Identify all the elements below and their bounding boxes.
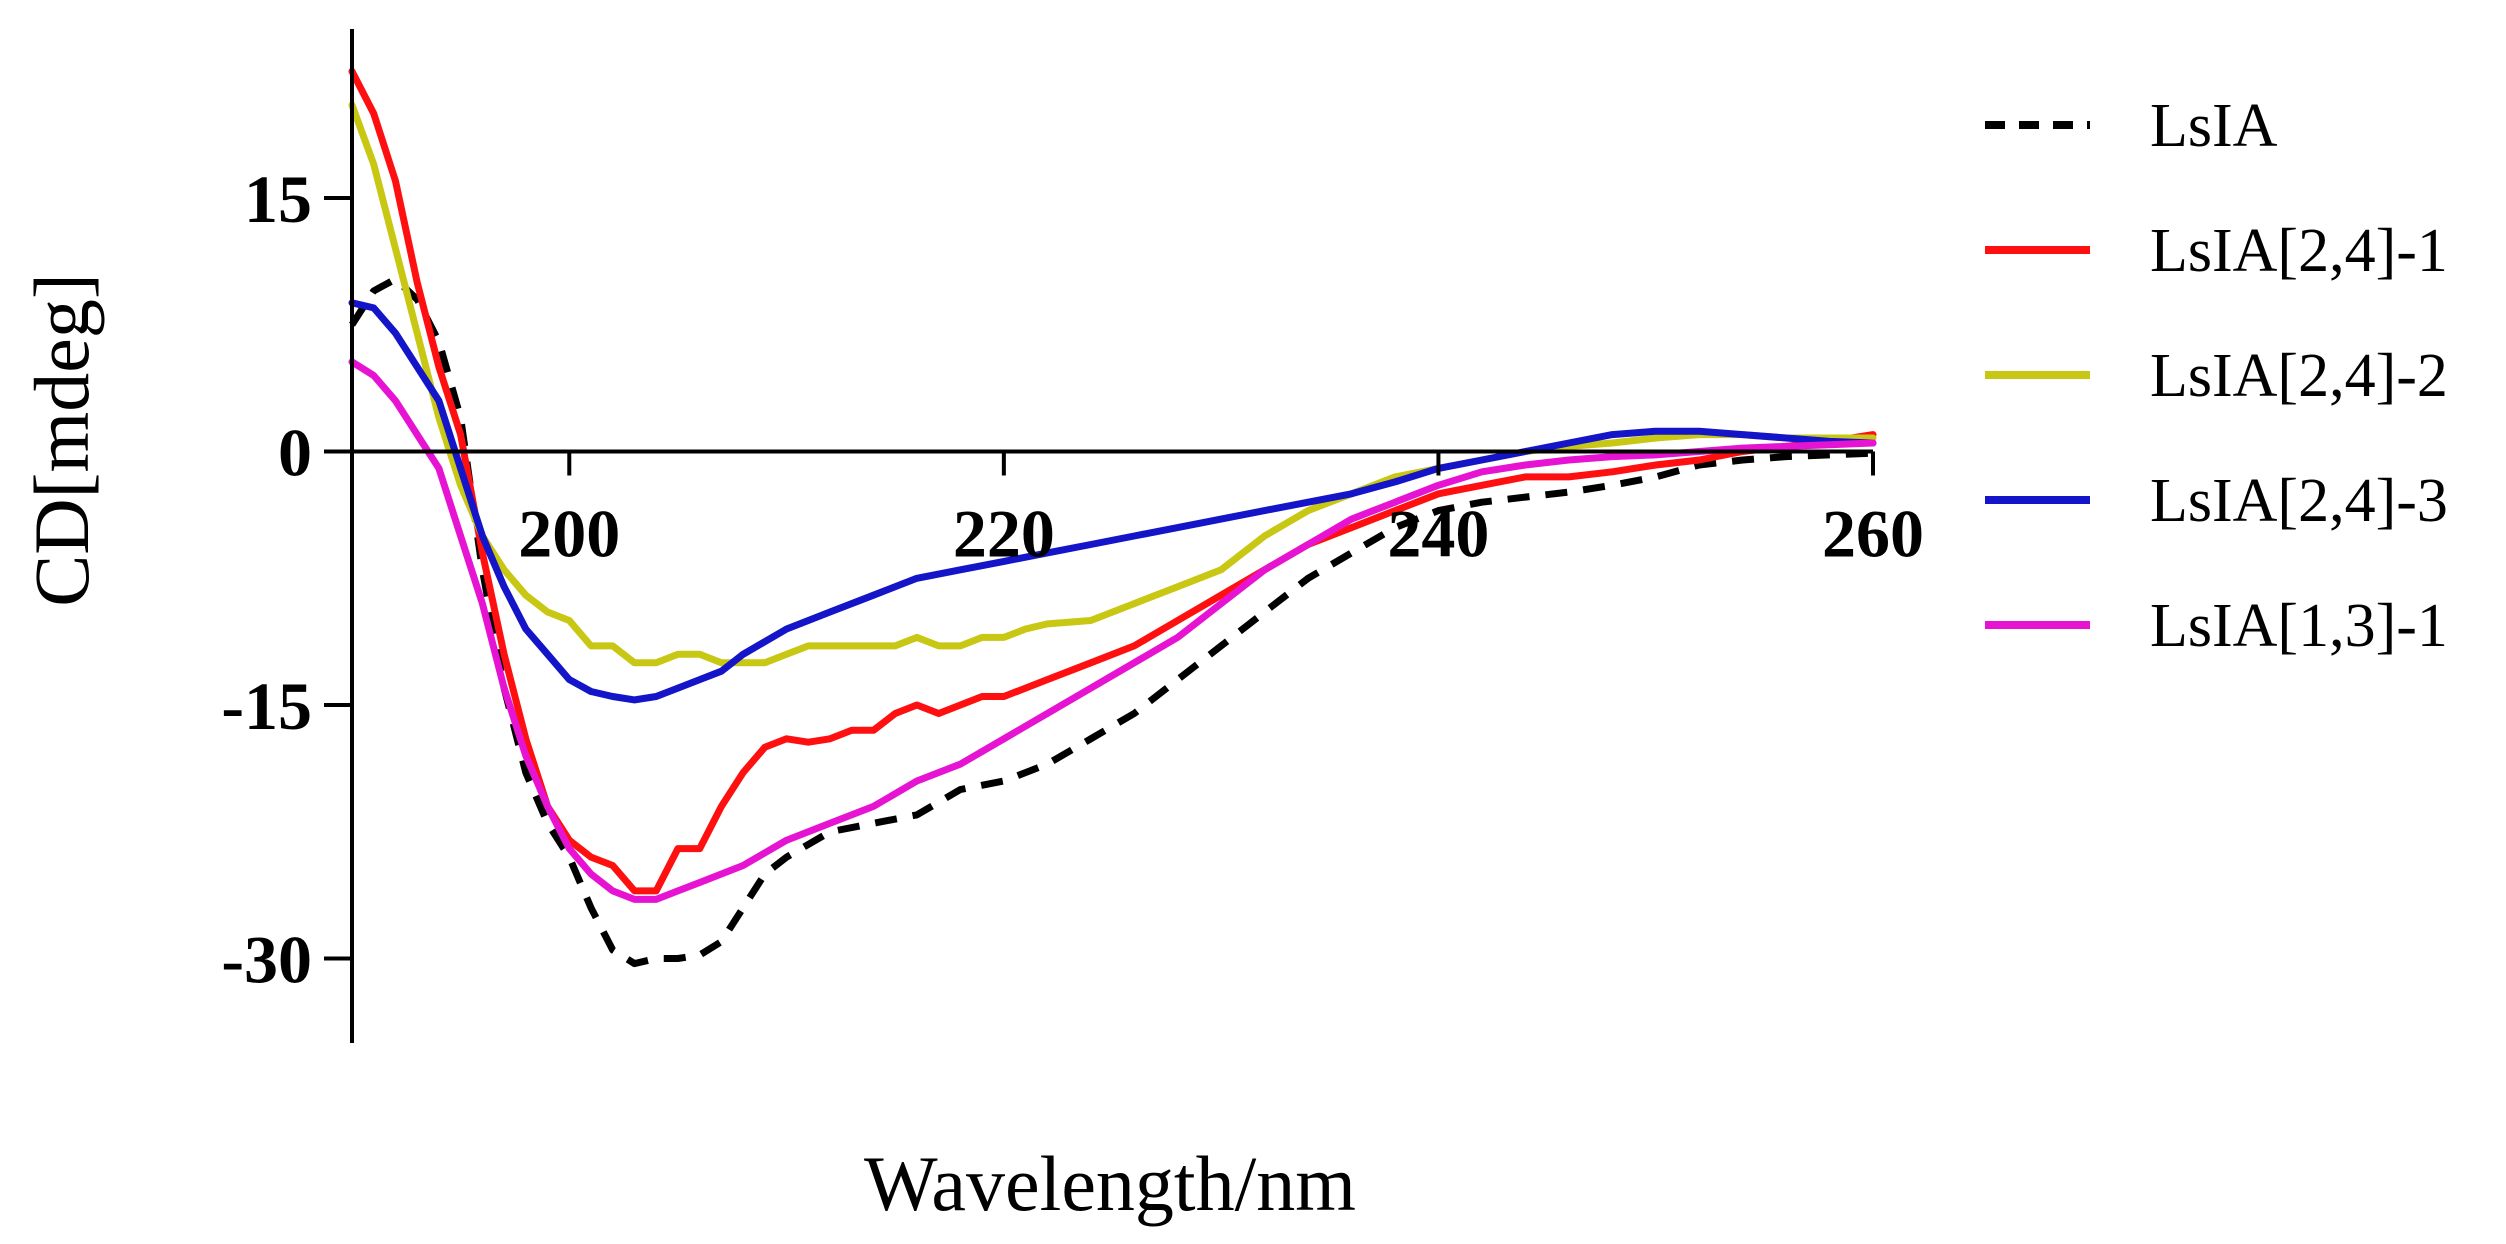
ticks-layer: 15 0 -15 -30 200 220 240 260 (221, 161, 1924, 998)
y-tick-label: -30 (221, 922, 312, 998)
legend-label: LsIA[2,4]-2 (2150, 342, 2448, 410)
x-tick-label: 240 (1387, 496, 1489, 572)
x-axis-title: Wavelength/nm (864, 1140, 1356, 1227)
y-tick-label: 0 (278, 415, 312, 491)
x-tick-label: 200 (518, 496, 620, 572)
legend-label: LsIA[2,4]-1 (2150, 217, 2448, 285)
series-layer (348, 67, 1877, 968)
x-tick-label: 220 (953, 496, 1055, 572)
legend-label: LsIA[2,4]-3 (2150, 467, 2448, 535)
series-line-3 (348, 299, 1877, 704)
x-tick-label: 260 (1822, 496, 1924, 572)
legend-label: LsIA[1,3]-1 (2150, 592, 2448, 660)
series-line-4 (348, 358, 1877, 903)
y-axis-title: CD[mdeg] (18, 273, 105, 607)
series-line-2 (348, 101, 1877, 667)
legend-label: LsIA (2150, 92, 2278, 160)
y-tick-label: 15 (244, 161, 312, 237)
series-line-1 (348, 67, 1877, 895)
legend: LsIA LsIA[2,4]-1 LsIA[2,4]-2 LsIA[2,4]-3 LsI… (1985, 92, 2448, 660)
y-tick-label: -15 (221, 668, 312, 744)
